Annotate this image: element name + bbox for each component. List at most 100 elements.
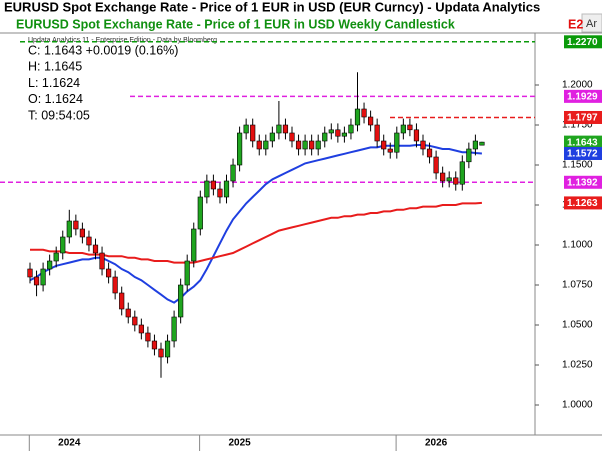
candle-body	[60, 236, 66, 254]
candle-body	[433, 156, 439, 174]
candle-body	[184, 260, 190, 286]
candle-body	[33, 276, 40, 286]
watermark: Updata Analytics 11 - Enterprise Edition…	[28, 37, 217, 44]
candle-body	[40, 268, 46, 286]
candle-body	[446, 177, 452, 182]
value-tag	[564, 175, 602, 189]
candle-body	[341, 132, 348, 137]
value-tag-label: 1.1929	[567, 92, 598, 103]
candle-body	[269, 132, 275, 142]
candle-body	[138, 324, 144, 334]
candle-body	[295, 140, 302, 150]
candle-body	[479, 141, 485, 146]
candle-body	[125, 308, 131, 318]
candle-body	[164, 340, 171, 358]
candle-body	[394, 132, 400, 153]
candle-body	[79, 228, 85, 238]
candle-body	[230, 164, 236, 182]
candle-body	[237, 132, 243, 166]
candle-body	[217, 188, 223, 198]
candle-body	[47, 260, 53, 270]
candle-body	[197, 196, 203, 230]
candle-body	[453, 177, 459, 185]
y-tick-label: 1.0250	[562, 360, 593, 371]
y-tick-label: 1.1500	[562, 160, 593, 171]
candle-body	[348, 124, 354, 134]
x-tick-label: 2025	[228, 438, 251, 449]
candle-body	[400, 124, 406, 134]
value-tag-label: 1.2270	[567, 37, 598, 48]
candle-body	[106, 268, 112, 278]
candle-body	[328, 129, 334, 134]
chart-title: EURUSD Spot Exchange Rate - Price of 1 E…	[16, 17, 455, 31]
candle-body	[210, 180, 217, 190]
value-tag	[564, 35, 602, 49]
candle-body	[263, 140, 269, 150]
x-tick-label: 2024	[58, 438, 81, 449]
y-tick-label: 1.0000	[562, 400, 593, 411]
value-tag	[564, 146, 602, 160]
candle-body	[426, 148, 433, 158]
candle-body	[459, 161, 465, 185]
candle-body	[151, 340, 158, 350]
window-title: EURUSD Spot Exchange Rate - Price of 1 E…	[4, 0, 540, 14]
candle-body	[191, 228, 197, 262]
candle-body	[178, 284, 184, 318]
candle-body	[374, 124, 380, 142]
y-tick-label: 1.2000	[562, 80, 593, 91]
y-tick-label: 1.1750	[562, 120, 593, 131]
candle-body	[256, 140, 262, 150]
y-tick-label: 1.0750	[562, 280, 593, 291]
candle-body	[250, 124, 256, 142]
y-tick-label: 1.1000	[562, 240, 593, 251]
candle-body	[53, 252, 59, 262]
info-line: T: 09:54:05	[28, 108, 90, 122]
x-tick-label: 2026	[425, 438, 448, 449]
candle-body	[381, 140, 387, 150]
candle-body	[243, 124, 249, 134]
corner-box	[581, 13, 602, 33]
candle-body	[367, 116, 374, 126]
candle-body	[119, 292, 125, 310]
value-tag-label: 1.1572	[567, 149, 598, 160]
candle-body	[407, 124, 413, 131]
value-tag-label: 1.1392	[567, 177, 598, 188]
value-tag-label: 1.1263	[567, 198, 598, 209]
candle-body	[223, 180, 230, 198]
candle-body	[276, 124, 282, 134]
info-line: L: 1.1624	[28, 76, 80, 90]
candle-body	[171, 316, 177, 342]
candle-body	[322, 132, 328, 142]
candle-body	[335, 129, 341, 137]
value-tag	[564, 135, 602, 149]
value-tag	[564, 110, 602, 124]
candle-body	[420, 140, 426, 150]
candle-body	[472, 140, 479, 150]
candle-body	[466, 148, 472, 163]
candle-body	[158, 348, 164, 358]
candle-body	[66, 220, 72, 238]
candle-body	[413, 129, 420, 142]
candle-body	[112, 276, 118, 294]
candle-body	[282, 124, 289, 134]
y-tick-label: 1.0500	[562, 320, 593, 331]
candle-body	[289, 132, 295, 142]
candle-body	[145, 332, 151, 342]
value-tag-label: 1.1643	[567, 137, 598, 148]
candle-body	[361, 108, 367, 118]
candle-body	[302, 140, 308, 150]
candle-body	[387, 148, 393, 153]
candle-body	[309, 140, 315, 150]
moving-average	[30, 201, 482, 264]
candle-body	[86, 236, 92, 246]
candle-body	[99, 252, 105, 270]
info-line: C: 1.1643 +0.0019 (0.16%)	[28, 43, 178, 57]
value-tag-label: 1.1797	[567, 113, 598, 124]
candle-body	[73, 220, 79, 230]
info-line: H: 1.1645	[28, 60, 82, 74]
candle-body	[132, 316, 138, 326]
candle-body	[315, 140, 321, 150]
candle-body	[204, 180, 210, 198]
value-tag	[564, 89, 602, 103]
